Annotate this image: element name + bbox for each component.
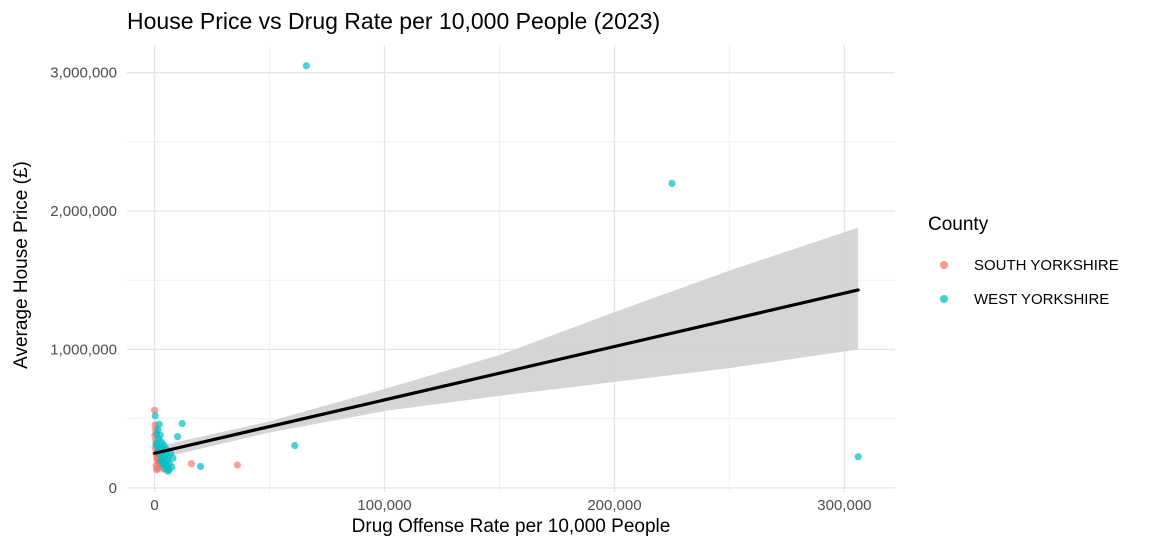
data-point-west-yorkshire	[302, 62, 310, 70]
legend-title: County	[928, 214, 989, 235]
x-tick-label: 0	[150, 497, 158, 514]
data-point-west-yorkshire	[173, 433, 182, 441]
data-point-west-yorkshire	[155, 420, 163, 428]
y-axis-title: Average House Price (£)	[11, 161, 32, 369]
data-point-south-yorkshire	[153, 466, 161, 474]
legend-swatch-west-yorkshire	[940, 295, 948, 303]
confidence-band	[154, 227, 859, 460]
x-tick-label: 200,000	[587, 497, 641, 514]
data-point-west-yorkshire	[854, 453, 862, 461]
data-point-west-yorkshire	[164, 467, 172, 475]
y-tick-label: 3,000,000	[50, 65, 117, 82]
x-tick-label: 100,000	[357, 497, 411, 514]
data-point-south-yorkshire	[187, 460, 195, 468]
legend-item-west-yorkshire[interactable]: WEST YORKSHIRE	[928, 282, 1119, 316]
data-point-south-yorkshire	[233, 461, 241, 469]
data-point-west-yorkshire	[151, 412, 159, 420]
data-point-west-yorkshire	[291, 442, 299, 450]
data-point-south-yorkshire	[150, 406, 159, 414]
trend-line	[152, 288, 860, 455]
data-points-layer	[150, 62, 862, 475]
data-point-west-yorkshire	[178, 419, 186, 428]
x-tick-label: 300,000	[817, 497, 871, 514]
legend-swatch-south-yorkshire	[940, 261, 948, 269]
trend-line-layer	[152, 288, 860, 455]
y-tick-label: 2,000,000	[50, 203, 117, 220]
legend-label-south-yorkshire: SOUTH YORKSHIRE	[974, 256, 1119, 274]
axis-ticks: 0 100,000 200,000 300,000 0 1,000,000 2,000,00…	[50, 65, 871, 514]
data-point-west-yorkshire	[196, 462, 205, 470]
legend-label-west-yorkshire: WEST YORKSHIRE	[974, 290, 1110, 308]
chart-title: House Price vs Drug Rate per 10,000 Peop…	[127, 8, 661, 34]
data-point-west-yorkshire	[169, 454, 177, 462]
y-tick-label: 1,000,000	[50, 341, 117, 358]
legend-item-south-yorkshire[interactable]: SOUTH YORKSHIRE	[928, 248, 1119, 282]
y-tick-label: 0	[109, 480, 117, 497]
data-point-west-yorkshire	[668, 179, 676, 187]
legend: County SOUTH YORKSHIRE WEST YORKSHIRE	[928, 214, 1119, 316]
x-axis-title: Drug Offense Rate per 10,000 People	[352, 516, 671, 537]
confidence-band-layer	[154, 227, 859, 460]
